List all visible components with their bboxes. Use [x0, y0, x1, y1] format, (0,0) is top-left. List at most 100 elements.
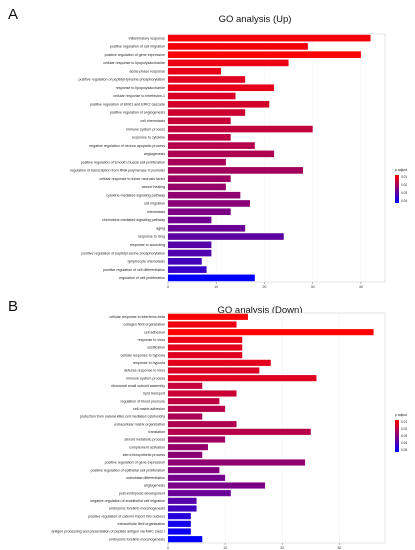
legend-tick-label: 0.01 [401, 175, 407, 179]
x-tick-label: 30 [337, 546, 341, 550]
bar [168, 233, 284, 240]
category-label: response to drug [138, 235, 165, 239]
category-label: response to wounding [130, 243, 165, 247]
legend-tick-label: 0.02 [401, 183, 407, 187]
bar [168, 467, 220, 474]
category-label: positive regulation of peptidyl-tyrosine… [78, 78, 165, 82]
legend-tick-label: 0.03 [401, 434, 407, 438]
category-label: positive regulation of ERK1 and ERK2 cas… [90, 102, 165, 106]
bar [168, 474, 226, 481]
bar [168, 382, 203, 389]
legend-colorbar [395, 175, 399, 203]
bar [168, 405, 226, 412]
bar [168, 224, 246, 232]
category-label: sterol biosynthetic process [123, 453, 166, 457]
category-label: angiogenesis [144, 152, 165, 156]
bar [168, 51, 361, 58]
category-label: protection from natural killer cell medi… [80, 415, 165, 419]
category-label: positive regulation of cell differentiat… [103, 268, 165, 272]
bar [168, 444, 208, 451]
x-tick-label: 10 [214, 285, 218, 289]
bar [168, 43, 308, 50]
category-label: response to virus [138, 338, 166, 342]
bar [168, 413, 203, 420]
bar [168, 249, 212, 257]
bar [168, 421, 237, 428]
bar [168, 84, 275, 92]
category-label: inflammatory response [129, 36, 165, 40]
bar [168, 191, 241, 199]
category-label: angiogenesis [144, 484, 165, 488]
category-label: immune system process [126, 376, 165, 380]
category-label: cellular response to lipopolysaccharide [103, 61, 165, 65]
category-label: embryonic forelimb morphogenesis [109, 507, 165, 511]
category-label: acute-phase response [129, 69, 165, 73]
category-label: cellular response to tumor necrosis fact… [99, 177, 166, 181]
bar [168, 125, 313, 133]
bar [168, 313, 248, 320]
bar [168, 150, 275, 158]
x-tick-label: 0 [167, 285, 169, 289]
category-label: cell-matrix adhesion [133, 407, 165, 411]
bar [168, 428, 311, 435]
bar [168, 505, 197, 512]
category-label: cytokine-mediated signaling pathway [106, 193, 165, 197]
category-label: positive regulation of catenin import in… [88, 514, 165, 518]
plot-area [167, 312, 386, 544]
bar [168, 436, 226, 443]
bar [168, 175, 231, 182]
category-label: extracellular fibril organization [117, 522, 165, 526]
x-tick-label: 20 [280, 546, 284, 550]
panel-letter-a: A [8, 6, 19, 23]
category-label: positive regulation of gene expression [105, 53, 165, 57]
bar [168, 329, 374, 336]
category-label: cell migration [144, 202, 165, 206]
category-label: chemokine-mediated signaling pathway [102, 218, 165, 222]
category-label: positive regulation of peptidyl-serine p… [81, 251, 165, 255]
bar [168, 67, 222, 75]
category-label: steroid metabolic process [124, 438, 165, 442]
bar-chart-up: inflammatory response positive regulation… [70, 33, 407, 289]
x-tick-label: 40 [359, 285, 363, 289]
category-label: response to hypoxia [133, 361, 165, 365]
category-label: translation [148, 430, 165, 434]
bar [168, 528, 191, 535]
category-label: aging [156, 226, 165, 230]
category-label: positive regulation of smooth muscle cel… [81, 160, 165, 164]
x-tick-label: 10 [223, 546, 227, 550]
category-label: extracellular matrix organization [114, 422, 165, 426]
bar [168, 390, 237, 397]
x-tick-label: 20 [262, 285, 266, 289]
bar [168, 482, 266, 489]
category-label: cell adhesion [144, 330, 165, 334]
bar [168, 266, 207, 273]
category-label: ribosomal small subunit assembly [111, 384, 165, 388]
bar [168, 208, 231, 216]
bar [168, 76, 246, 83]
category-label: ossification [147, 346, 165, 350]
bar [168, 183, 226, 191]
bar [168, 359, 271, 366]
chart-title-up: GO analysis (Up) [218, 14, 292, 25]
legend-tick-label: 0.03 [401, 191, 407, 195]
bar [168, 451, 203, 458]
bar [168, 344, 243, 351]
legend-tick-label: 0.05 [401, 448, 407, 452]
category-label: positive regulation of gene expression [105, 461, 165, 465]
category-label: wound healing [142, 185, 165, 189]
plot-area [167, 33, 386, 283]
bar [168, 216, 212, 224]
bar [168, 158, 226, 166]
bar [168, 92, 236, 100]
panel-letter-b: B [8, 298, 19, 315]
bar [168, 274, 255, 282]
category-label: antigen processing and presentation of p… [52, 530, 165, 534]
category-label: complement activation [129, 445, 165, 449]
bar [168, 367, 260, 374]
bar [168, 490, 231, 497]
bar [168, 536, 203, 543]
category-label: cell chemotaxis [140, 119, 165, 123]
category-label: lipid transport [143, 392, 165, 396]
legend-colorbar [395, 420, 399, 452]
category-label: regulation of transcription from RNA pol… [70, 169, 166, 173]
